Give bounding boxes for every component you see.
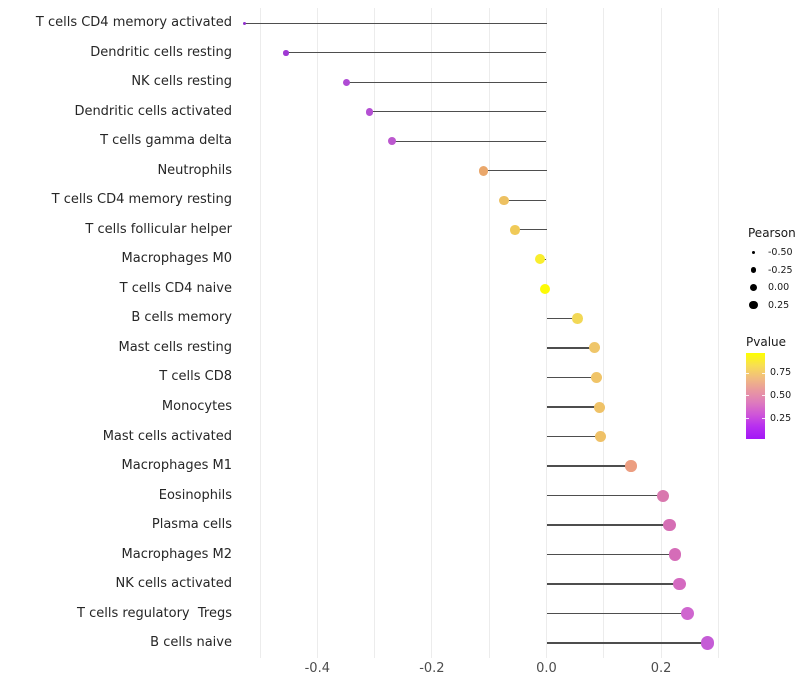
pvalue-legend-title: Pvalue [746, 335, 787, 349]
lollipop-dot [540, 283, 551, 294]
lollipop-dot [388, 137, 397, 146]
pvalue-gradient-bar [746, 353, 765, 439]
gridline [546, 8, 547, 658]
gridline [259, 8, 261, 658]
pvalue-tick-label: 0.25 [770, 412, 792, 424]
lollipop-dot [534, 254, 545, 265]
row-label: NK cells activated [115, 576, 233, 592]
pvalue-bar-tick [746, 372, 749, 374]
pvalue-tick-label: 0.75 [770, 367, 792, 378]
lollipop-stick [546, 347, 595, 349]
pearson-legend-title: Pearson [748, 226, 796, 240]
pearson-legend-dot [750, 267, 757, 273]
pearson-legend-label: -0.50 [768, 247, 793, 258]
row-label: Monocytes [161, 399, 232, 414]
lollipop-stick [244, 22, 547, 24]
lollipop-stick [546, 583, 680, 585]
gridline [488, 8, 490, 658]
x-tick-label: 0.2 [650, 661, 672, 676]
gridline [603, 8, 605, 658]
pearson-legend-label: -0.25 [768, 264, 793, 276]
row-label: Dendritic cells activated [74, 103, 232, 119]
gridline [316, 8, 318, 658]
lollipop-stick [515, 229, 547, 231]
lollipop-dot [591, 371, 603, 383]
row-label: NK cells resting [131, 74, 232, 90]
lollipop-stick [546, 376, 597, 379]
lollipop-stick [346, 81, 547, 83]
lollipop-dot [589, 342, 601, 354]
pearson-legend-dot [749, 283, 758, 292]
lollipop-dot [283, 50, 289, 56]
lollipop-stick [546, 465, 631, 467]
lollipop-dot [499, 195, 509, 206]
pvalue-bar-tick [762, 372, 765, 374]
pvalue-tick-label: 0.50 [770, 389, 792, 401]
pearson-legend-label: 0.00 [768, 282, 790, 293]
row-label: Macrophages M0 [121, 251, 232, 267]
lollipop-dot [594, 401, 606, 413]
lollipop-dot [663, 518, 676, 532]
pearson-legend-dot [749, 300, 758, 310]
lollipop-stick [546, 494, 663, 497]
lollipop-dot [681, 607, 694, 621]
lollipop-stick [546, 612, 688, 615]
row-label: B cells memory [131, 310, 232, 326]
lollipop-dot [342, 78, 350, 86]
lollipop-dot [478, 166, 489, 176]
lollipop-dot [656, 489, 669, 502]
row-label: Neutrophils [157, 162, 232, 178]
lollipop-stick [546, 553, 675, 556]
x-tick-label: -0.4 [304, 661, 330, 676]
lollipop-stick [546, 524, 670, 526]
lollipop-stick [285, 52, 547, 54]
row-label: Eosinophils [158, 487, 232, 503]
row-label: Plasma cells [151, 517, 232, 532]
lollipop-stick [369, 111, 547, 113]
lollipop-stick [504, 199, 547, 201]
lollipop-dot [668, 548, 682, 561]
row-label: T cells CD4 memory resting [51, 192, 232, 208]
lollipop-stick [546, 435, 601, 438]
row-label: T cells regulatory Tregs [77, 605, 232, 621]
lollipop-stick [546, 317, 578, 320]
gridline [660, 8, 662, 658]
pvalue-bar-tick [762, 418, 765, 420]
lollipop-dot [595, 431, 607, 442]
pearson-legend-dot [752, 251, 755, 254]
lollipop-stick [483, 170, 547, 172]
lollipop-dot [510, 225, 520, 235]
row-label: Mast cells activated [102, 428, 232, 444]
pvalue-bar-tick [746, 395, 749, 397]
row-label: Dendritic cells resting [90, 44, 232, 60]
row-label: T cells follicular helper [85, 221, 232, 237]
gridline [374, 8, 376, 658]
x-tick-label: 0.0 [536, 661, 557, 676]
lollipop-dot [572, 313, 583, 324]
row-label: T cells CD8 [159, 369, 232, 385]
lollipop-dot [243, 21, 246, 25]
pearson-legend-label: 0.25 [768, 299, 790, 311]
row-label: Macrophages M1 [121, 458, 232, 473]
row-label: Mast cells resting [118, 339, 233, 355]
row-label: T cells CD4 memory activated [35, 15, 232, 31]
lollipop-stick [546, 406, 600, 408]
pvalue-bar-tick [746, 418, 749, 420]
lollipop-stick [546, 642, 708, 644]
x-tick-label: -0.2 [419, 661, 445, 676]
pvalue-bar-tick [762, 395, 765, 397]
lollipop-dot [365, 108, 374, 116]
lollipop-stick [392, 140, 547, 142]
row-label: B cells naive [150, 635, 232, 651]
lollipop-dot [700, 636, 715, 650]
row-label: T cells CD4 naive [119, 280, 232, 296]
row-label: Macrophages M2 [121, 546, 232, 562]
gridline [431, 8, 433, 658]
lollipop-dot [625, 460, 637, 472]
row-label: T cells gamma delta [100, 133, 232, 149]
lollipop-dot [673, 577, 686, 591]
gridline [717, 8, 719, 658]
